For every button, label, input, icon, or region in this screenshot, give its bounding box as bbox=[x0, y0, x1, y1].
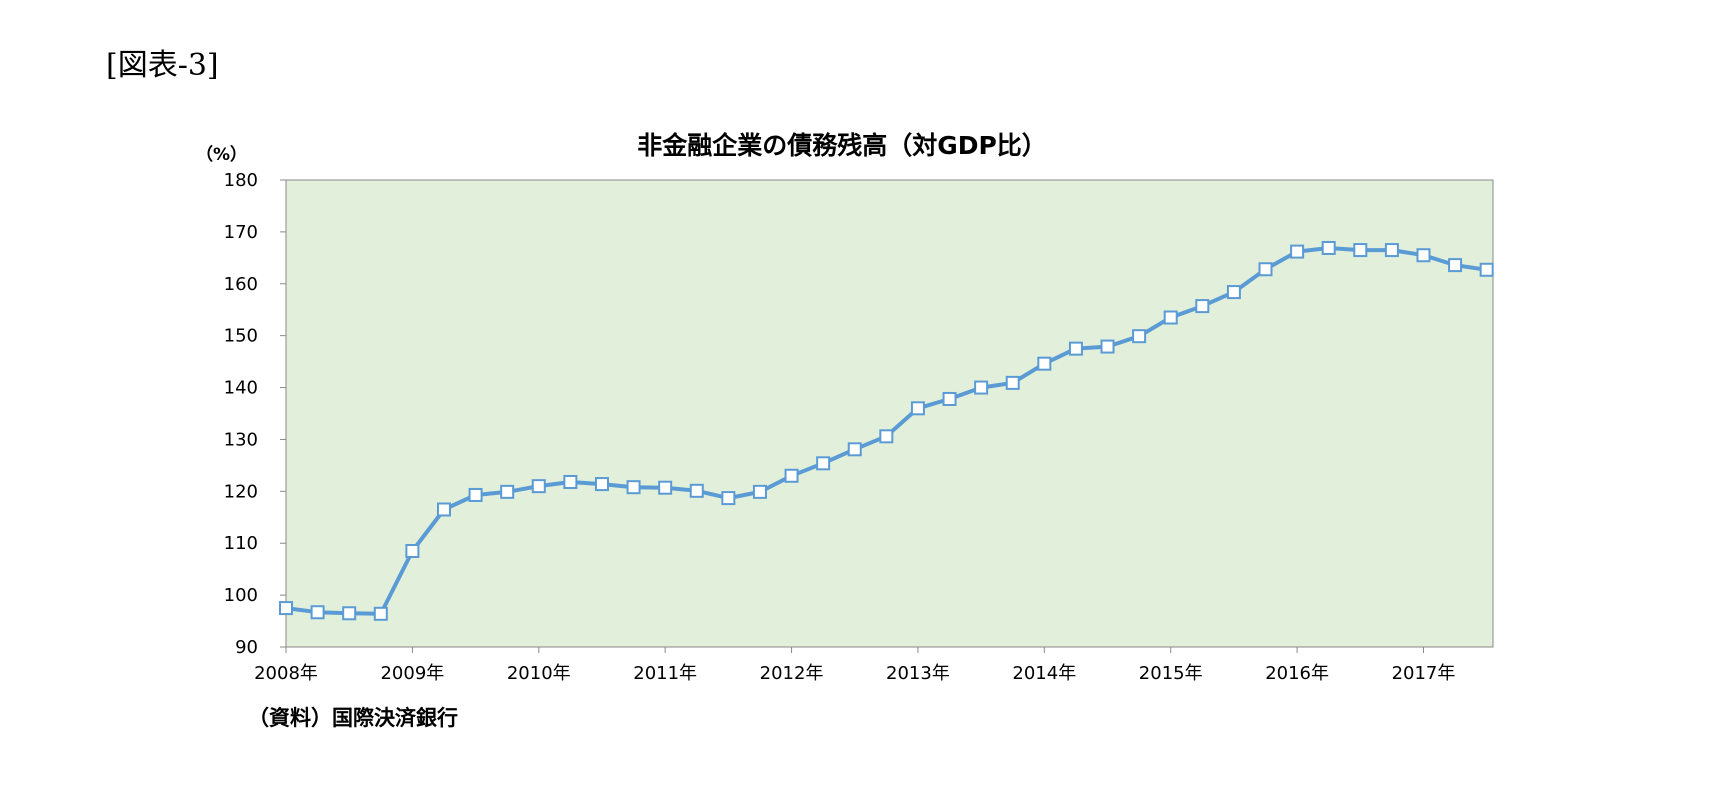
data-point bbox=[1068, 341, 1083, 356]
data-point bbox=[1416, 248, 1431, 263]
data-point bbox=[405, 544, 420, 559]
data-point bbox=[531, 479, 546, 494]
data-point bbox=[689, 483, 704, 498]
data-point bbox=[468, 487, 483, 502]
data-point bbox=[626, 480, 641, 495]
data-point bbox=[1163, 310, 1178, 325]
data-point bbox=[310, 605, 325, 620]
y-tick-label: 160 bbox=[224, 274, 258, 295]
data-point bbox=[500, 484, 515, 499]
y-tick-label: 100 bbox=[224, 585, 258, 606]
data-point bbox=[1321, 240, 1336, 255]
data-point bbox=[342, 606, 357, 621]
y-tick-label: 180 bbox=[224, 170, 258, 191]
data-point bbox=[1100, 339, 1115, 354]
x-tick-label: 2016年 bbox=[1265, 663, 1329, 684]
data-point bbox=[784, 468, 799, 483]
data-point bbox=[279, 601, 293, 616]
data-point bbox=[1132, 329, 1147, 344]
y-axis-unit-label: （%） bbox=[196, 144, 247, 165]
x-axis-ticks: 2008年 2009年 2010年 2011年 2012年 2013年 2014年 2015年… bbox=[254, 647, 1455, 684]
y-tick-label: 130 bbox=[224, 429, 258, 450]
data-point bbox=[816, 456, 831, 471]
data-point bbox=[1479, 262, 1494, 277]
data-point bbox=[658, 480, 673, 495]
data-point bbox=[721, 491, 736, 506]
y-tick-label: 150 bbox=[224, 326, 258, 347]
figure-label: [図表-3] bbox=[106, 48, 219, 83]
data-point bbox=[1353, 243, 1368, 258]
data-point bbox=[436, 502, 451, 517]
data-point bbox=[1005, 375, 1020, 390]
x-tick-label: 2011年 bbox=[633, 663, 697, 684]
data-point bbox=[1258, 262, 1273, 277]
data-point bbox=[879, 429, 894, 444]
data-point bbox=[942, 391, 957, 406]
x-tick-label: 2013年 bbox=[886, 663, 950, 684]
data-point bbox=[594, 477, 609, 492]
x-tick-label: 2008年 bbox=[254, 663, 318, 684]
y-tick-label: 120 bbox=[224, 481, 258, 502]
x-tick-label: 2014年 bbox=[1012, 663, 1076, 684]
data-point bbox=[752, 484, 767, 499]
data-point bbox=[1226, 285, 1241, 300]
data-markers bbox=[279, 240, 1494, 621]
data-point bbox=[847, 442, 862, 457]
y-tick-label: 90 bbox=[235, 637, 258, 658]
source-note: （資料）国際決済銀行 bbox=[248, 706, 458, 730]
data-point bbox=[1448, 258, 1463, 273]
data-point bbox=[910, 401, 925, 416]
data-point bbox=[373, 606, 388, 621]
chart-title: 非金融企業の債務残高（対GDP比） bbox=[637, 131, 1047, 160]
data-point bbox=[974, 380, 989, 395]
x-tick-label: 2017年 bbox=[1392, 663, 1456, 684]
data-point bbox=[563, 474, 578, 489]
data-point bbox=[1195, 299, 1210, 314]
y-tick-label: 110 bbox=[224, 533, 258, 554]
data-point bbox=[1037, 356, 1052, 371]
y-tick-label: 170 bbox=[224, 222, 258, 243]
x-tick-label: 2009年 bbox=[380, 663, 444, 684]
x-tick-label: 2012年 bbox=[760, 663, 824, 684]
x-tick-label: 2015年 bbox=[1139, 663, 1203, 684]
x-tick-label: 2010年 bbox=[507, 663, 571, 684]
data-point bbox=[1384, 243, 1399, 258]
y-tick-label: 140 bbox=[224, 378, 258, 399]
y-axis-ticks: 90 100 110 120 130 140 150 160 170 180 bbox=[224, 170, 286, 658]
data-point bbox=[1290, 244, 1305, 259]
